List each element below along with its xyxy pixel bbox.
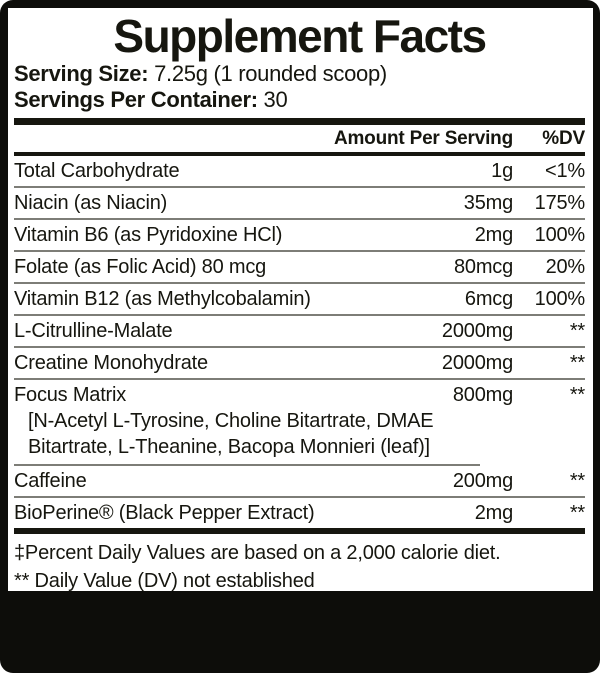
footnote-daily-values: ‡Percent Daily Values are based on a 2,0… (14, 542, 501, 564)
ingredient-dv: ** (569, 320, 585, 342)
ingredient-amount: 800mg (452, 384, 513, 406)
ingredient-amount: 2000mg (441, 352, 513, 374)
ingredient-amount: 6mcg (464, 288, 513, 310)
ingredient-name: L-Citrulline-Malate (14, 320, 173, 342)
ingredient-name: Niacin (as Niacin) (14, 192, 168, 214)
ingredient-dv: ** (569, 502, 585, 524)
table-row-caffeine: Caffeine 200mg ** (14, 466, 585, 498)
ingredient-dv: <1% (545, 160, 585, 182)
divider-thick-top (14, 118, 585, 125)
focus-matrix-sub-ingredients: [N-Acetyl L-Tyrosine, Choline Bitartrate… (14, 408, 480, 466)
ingredient-dv: ** (569, 352, 585, 374)
table-row-total-carbohydrate: Total Carbohydrate 1g <1% (14, 156, 585, 188)
serving-size-label: Serving Size: (14, 61, 149, 86)
ingredient-amount: 2000mg (441, 320, 513, 342)
footnote-dv-not-established: ** Daily Value (DV) not established (14, 570, 315, 591)
ingredient-amount: 200mg (452, 470, 513, 492)
serving-size-value: 7.25g (1 rounded scoop) (148, 61, 387, 86)
ingredient-name: BioPerine® (Black Pepper Extract) (14, 502, 315, 524)
footnotes: ‡Percent Daily Values are based on a 2,0… (14, 534, 585, 591)
ingredient-dv: 100% (534, 288, 586, 310)
serving-size-line: Serving Size: 7.25g (1 rounded scoop) (14, 61, 585, 87)
table-header-row: Amount Per Serving %DV (14, 125, 585, 152)
ingredient-dv: ** (569, 470, 585, 492)
panel-title: Supplement Facts (113, 10, 487, 62)
table-row-vitamin-b12: Vitamin B12 (as Methylcobalamin) 6mcg 10… (14, 284, 585, 316)
servings-per-container-label: Servings Per Container: (14, 87, 258, 112)
ingredient-name: Creatine Monohydrate (14, 352, 208, 374)
facts-panel: Supplement Facts Serving Size: 7.25g (1 … (8, 8, 593, 591)
servings-per-container-line: Servings Per Container: 30 (14, 87, 585, 113)
ingredient-amount: 1g (491, 160, 513, 182)
table-row-bioperine: BioPerine® (Black Pepper Extract) 2mg ** (14, 498, 585, 528)
ingredient-name: Focus Matrix (14, 384, 127, 406)
ingredient-amount: 35mg (463, 192, 513, 214)
ingredient-dv: 20% (545, 256, 586, 278)
header-dv: %DV (542, 128, 585, 149)
ingredient-amount: 2mg (474, 502, 514, 524)
header-amount-per-serving: Amount Per Serving (333, 128, 513, 149)
ingredient-amount: 80mcg (453, 256, 513, 278)
table-row-focus-matrix: Focus Matrix 800mg ** (14, 380, 585, 410)
ingredient-dv: 175% (534, 192, 586, 214)
ingredient-name: Total Carbohydrate (14, 160, 180, 182)
ingredient-name: Vitamin B12 (as Methylcobalamin) (14, 288, 311, 310)
table-row-creatine-monohydrate: Creatine Monohydrate 2000mg ** (14, 348, 585, 380)
table-row-folate: Folate (as Folic Acid) 80 mcg 80mcg 20% (14, 252, 585, 284)
table-row-vitamin-b6: Vitamin B6 (as Pyridoxine HCl) 2mg 100% (14, 220, 585, 252)
ingredient-dv: ** (569, 384, 585, 406)
table-row-niacin: Niacin (as Niacin) 35mg 175% (14, 188, 585, 220)
servings-per-container-value: 30 (257, 87, 288, 112)
divider-thick-under-header (14, 152, 585, 156)
divider-thick-bottom (14, 528, 585, 534)
ingredient-dv: 100% (534, 224, 586, 246)
ingredient-amount: 2mg (474, 224, 514, 246)
ingredient-name: Folate (as Folic Acid) 80 mcg (14, 256, 267, 278)
ingredient-name: Caffeine (14, 470, 87, 492)
ingredient-name: Vitamin B6 (as Pyridoxine HCl) (14, 224, 283, 246)
table-row-l-citrulline-malate: L-Citrulline-Malate 2000mg ** (14, 316, 585, 348)
